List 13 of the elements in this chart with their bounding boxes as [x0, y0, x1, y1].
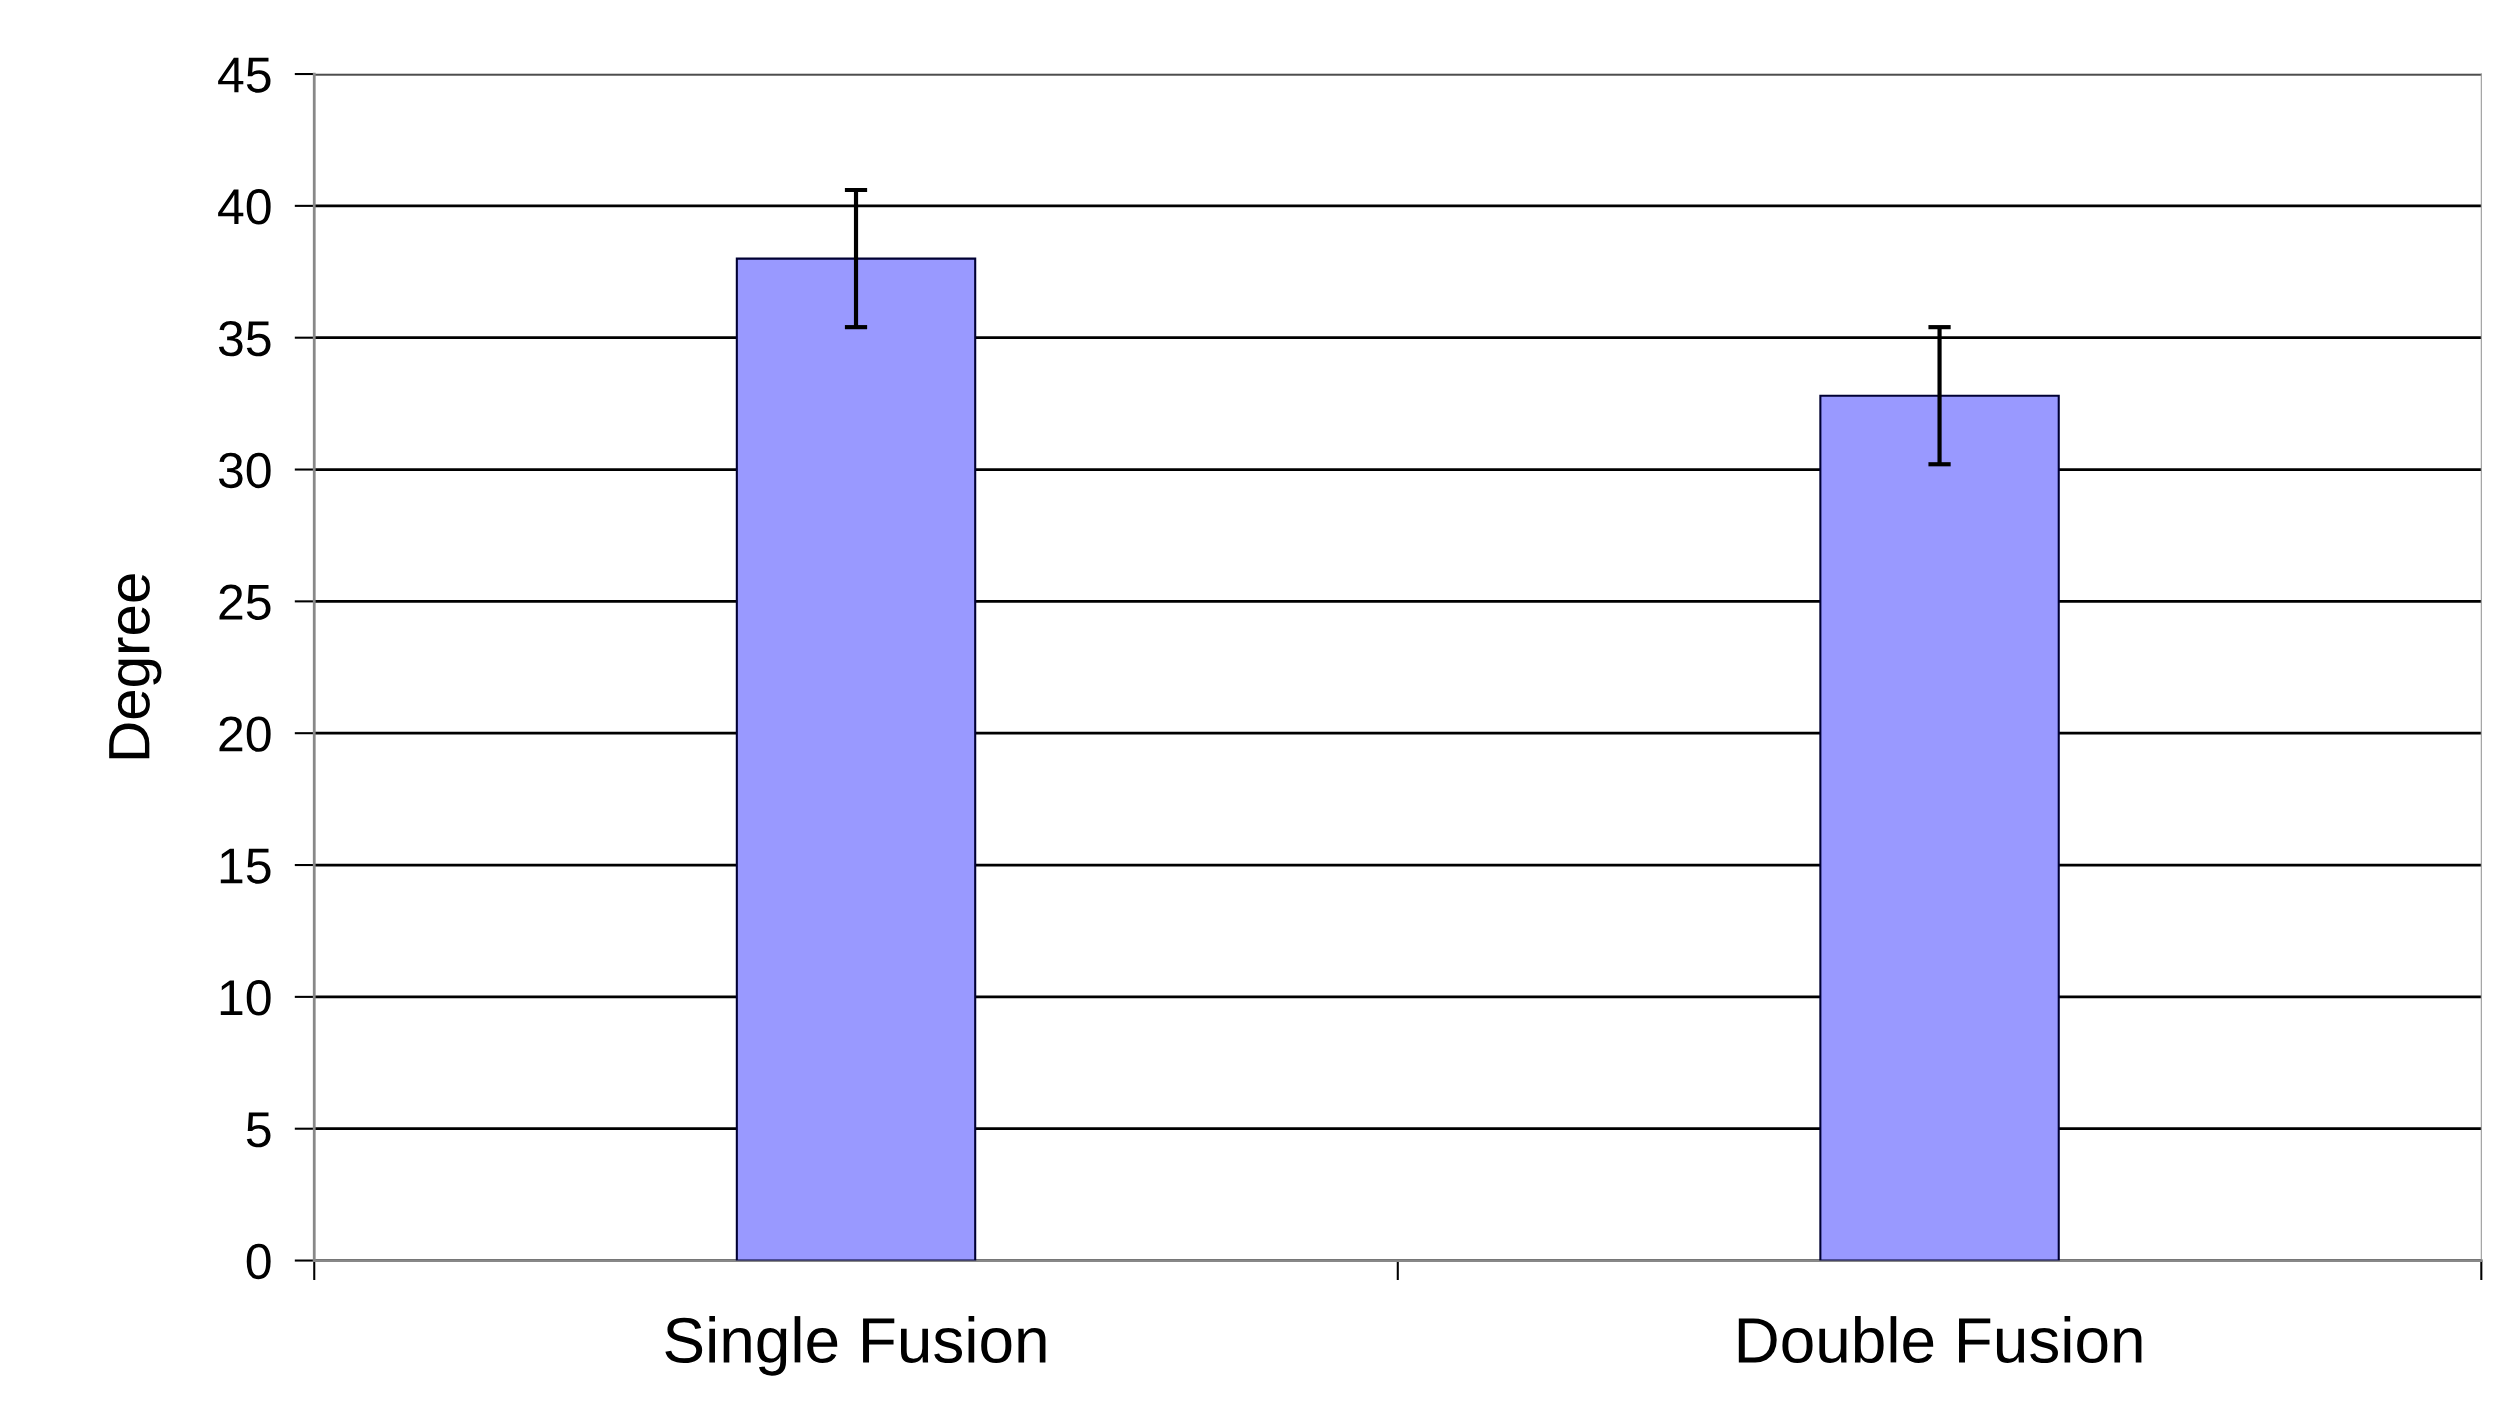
y-tick-label: 35 — [218, 320, 271, 357]
y-tick-label: 15 — [220, 848, 271, 884]
y-tick-label: 5 — [246, 1112, 271, 1148]
y-tick-label: 30 — [218, 452, 271, 489]
y-axis-title: Degree — [109, 574, 162, 759]
x-tick-label: Single Fusion — [665, 1316, 1046, 1376]
y-tick-label: 0 — [246, 1243, 271, 1280]
y-tick-label: 40 — [218, 189, 271, 225]
y-tick-label: 20 — [219, 716, 271, 752]
y-tick-label: 10 — [220, 980, 271, 1016]
x-tick-label: Double Fusion — [1738, 1316, 2142, 1364]
y-tick-label: 25 — [219, 584, 271, 620]
y-tick-label: 45 — [218, 57, 271, 93]
